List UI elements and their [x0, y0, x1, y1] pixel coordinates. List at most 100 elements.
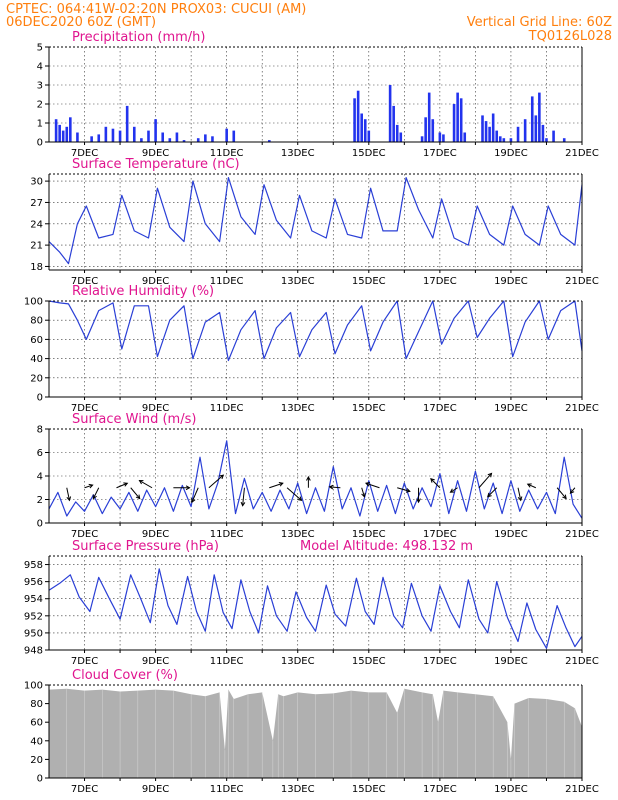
- precip-bar: [420, 136, 424, 142]
- wind-arrow: [478, 473, 492, 489]
- wind-arrow-head: [361, 492, 366, 498]
- precip-bar: [538, 92, 541, 142]
- wind-arrow-head: [88, 483, 94, 489]
- y-tick-label: 952: [24, 611, 43, 622]
- precip-bar: [363, 119, 367, 142]
- y-tick-label: 80: [30, 316, 43, 327]
- wind-arrow-head: [364, 482, 370, 487]
- precip-bar: [562, 138, 566, 142]
- precip-bar: [484, 121, 488, 142]
- panel-1: 0 1 2 3 4 5 7DEC 9DEC 11DEC 13DEC 15DEC 17DEC 19DEC 2…: [37, 30, 599, 159]
- precip-bar: [509, 138, 513, 142]
- wind-arrow-head: [278, 482, 284, 487]
- precip-bar: [545, 138, 548, 142]
- wind-arrow: [116, 482, 128, 489]
- x-tick-label: 19DEC: [494, 529, 528, 540]
- precip-bar: [367, 130, 371, 142]
- x-tick-label: 13DEC: [281, 656, 315, 667]
- panel-4: 0 2 4 6 8 7DEC 9DEC 11DEC 13DEC 15DEC 17DEC 19DEC 21…: [37, 412, 599, 540]
- header-grid-line: Vertical Grid Line: 60Z: [467, 15, 612, 30]
- y-tick-label: 0: [37, 519, 43, 530]
- panel-6: 0 20 40 60 80 100 7DEC 9DEC 11DEC 13DEC 15DEC 17DEC…: [24, 668, 599, 795]
- x-tick-label: 11DEC: [210, 529, 244, 540]
- precip-bar: [154, 119, 157, 142]
- series-line: [48, 177, 583, 265]
- wind-arrow-head: [191, 498, 196, 504]
- precip-bar: [541, 124, 545, 142]
- wind-arrow: [556, 487, 567, 499]
- x-tick-label: 21DEC: [565, 148, 599, 159]
- precip-bar: [204, 134, 207, 142]
- wind-arrow: [450, 487, 458, 493]
- precip-bar: [438, 132, 442, 142]
- y-tick-label: 954: [24, 594, 43, 605]
- y-tick-label: 950: [24, 628, 43, 639]
- y-tick-label: 4: [37, 472, 43, 483]
- wind-arrow: [139, 480, 153, 489]
- precip-bar: [111, 128, 115, 142]
- wind-arrow-head: [138, 480, 144, 485]
- precip-bar: [175, 132, 179, 142]
- precip-bar: [392, 105, 395, 142]
- precip-bar: [495, 130, 499, 142]
- y-tick-label: 5: [37, 43, 43, 54]
- precip-bar: [58, 124, 61, 142]
- wind-arrow-head: [135, 494, 141, 500]
- wind-arrow: [361, 487, 365, 497]
- wind-arrow-head: [487, 472, 493, 478]
- y-tick-label: 948: [24, 646, 43, 657]
- panel-title: Surface Wind (m/s): [72, 412, 196, 427]
- wind-arrow: [242, 487, 245, 506]
- precip-bar: [196, 138, 200, 142]
- x-tick-label: 19DEC: [494, 784, 528, 795]
- wind-arrow: [430, 478, 441, 489]
- x-tick-label: 9DEC: [142, 403, 169, 414]
- precip-bar: [530, 96, 534, 142]
- precip-bar: [65, 126, 69, 142]
- precip-bar: [498, 136, 502, 142]
- precip-bar: [516, 126, 520, 142]
- x-tick-label: 21DEC: [565, 656, 599, 667]
- precip-bar: [76, 132, 79, 142]
- y-tick-label: 20: [30, 373, 43, 384]
- precip-bar: [360, 113, 363, 142]
- wind-arrow: [84, 484, 93, 489]
- y-tick-label: 3: [37, 81, 43, 92]
- x-tick-label: 9DEC: [142, 276, 169, 287]
- wind-arrow: [487, 487, 498, 498]
- precip-bar: [395, 124, 399, 142]
- wind-arrow-head: [219, 474, 225, 480]
- x-tick-label: 21DEC: [565, 784, 599, 795]
- y-tick-label: 27: [30, 198, 43, 209]
- y-tick-label: 40: [30, 736, 43, 747]
- panel-3: 0 20 40 60 80 100 7DEC 9DEC 11DEC 13DEC 15DEC 17DEC…: [24, 284, 599, 414]
- precip-bar: [452, 104, 456, 142]
- precip-bar: [140, 138, 143, 142]
- precip-bar: [459, 98, 463, 142]
- series-line: [48, 568, 583, 649]
- y-tick-label: 100: [24, 297, 43, 308]
- wind-arrow: [286, 487, 302, 501]
- panel-title: Precipitation (mm/h): [72, 30, 205, 45]
- x-tick-label: 15DEC: [352, 148, 386, 159]
- x-tick-label: 15DEC: [352, 784, 386, 795]
- wind-arrow-head: [405, 488, 411, 493]
- x-tick-label: 17DEC: [423, 403, 457, 414]
- y-tick-label: 30: [30, 177, 43, 188]
- header-station: CPTEC: 064:41W-02:20N PROX03: CUCUI (AM): [6, 2, 306, 17]
- y-tick-label: 80: [30, 699, 43, 710]
- wind-arrow-head: [526, 483, 532, 488]
- x-tick-label: 19DEC: [494, 148, 528, 159]
- y-tick-label: 2: [37, 495, 43, 506]
- y-tick-label: 2: [37, 100, 43, 111]
- precip-bar: [424, 117, 427, 142]
- x-tick-label: 7DEC: [71, 656, 98, 667]
- x-tick-label: 17DEC: [423, 784, 457, 795]
- y-tick-label: 958: [24, 560, 43, 571]
- x-tick-label: 7DEC: [71, 148, 98, 159]
- x-tick-label: 9DEC: [142, 148, 169, 159]
- precip-bar: [225, 128, 228, 142]
- precip-bar: [168, 138, 172, 142]
- x-tick-label: 13DEC: [281, 403, 315, 414]
